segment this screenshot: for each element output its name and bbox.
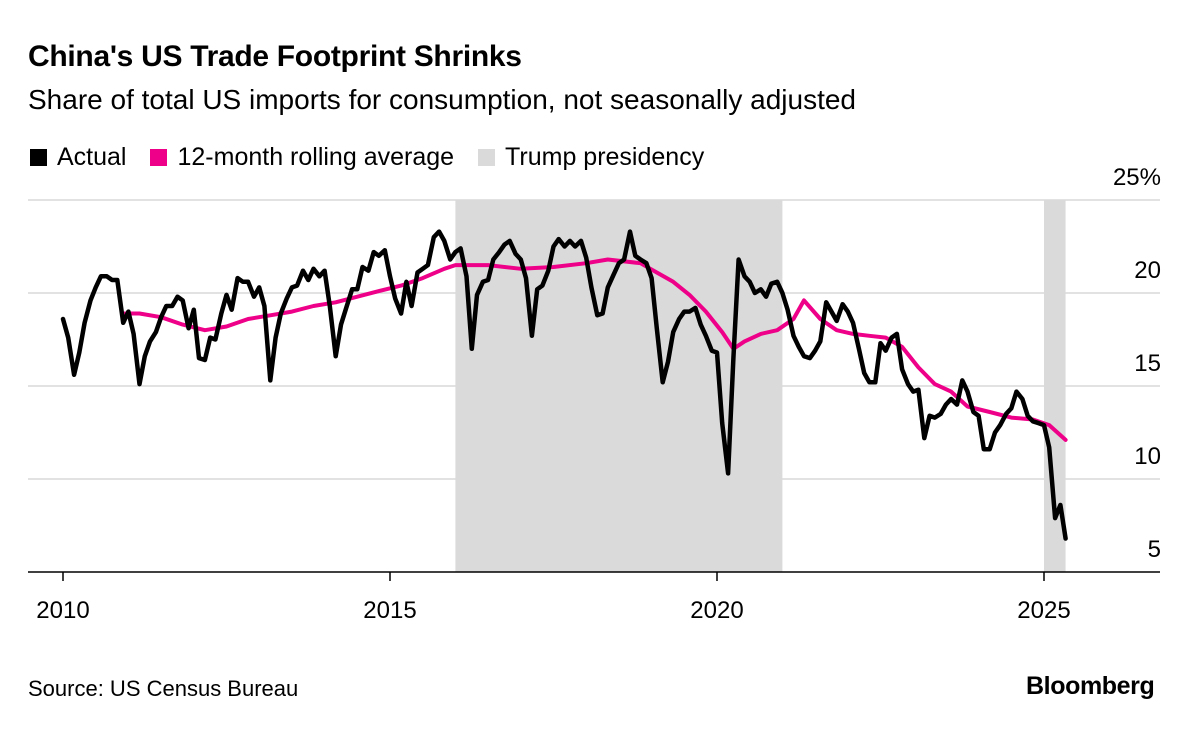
y-tick-label-25: 25% [1113, 164, 1161, 191]
legend-label-actual: Actual [57, 143, 127, 171]
bloomberg-logo: Bloomberg [1026, 672, 1155, 700]
legend-swatch-rolling-average [150, 149, 168, 166]
chart-title: China's US Trade Footprint Shrinks [28, 40, 522, 73]
legend-item-actual: Actual [30, 143, 126, 172]
legend-label-rolling-average: 12-month rolling average [177, 143, 455, 171]
y-axis-labels: 5 10 15 20 25% [1113, 164, 1161, 563]
legend-swatch-trump-presidency [478, 149, 496, 166]
legend-label-trump-presidency: Trump presidency [505, 143, 705, 171]
series-lines [60, 229, 1068, 541]
y-tick-label-15: 15 [1134, 350, 1161, 377]
legend-item-rolling-average: 12-month rolling average [150, 143, 454, 172]
series-line-12-month-rolling-average [121, 257, 1068, 442]
legend-swatch-actual [30, 149, 47, 166]
x-tick-label-2015: 2015 [363, 597, 416, 624]
x-tick-label-2020: 2020 [690, 597, 743, 624]
x-tick-label-2010: 2010 [36, 597, 89, 624]
y-tick-label-10: 10 [1134, 443, 1161, 470]
x-axis: 2010 2015 2020 2025 [28, 571, 1160, 624]
legend: Actual 12-month rolling average Trump pr… [30, 143, 728, 172]
x-tick-label-2025: 2025 [1017, 597, 1070, 624]
source-note: Source: US Census Bureau [28, 676, 299, 701]
y-tick-label-20: 20 [1134, 257, 1161, 284]
series-line-actual [60, 229, 1068, 541]
y-tick-label-5: 5 [1148, 536, 1161, 563]
legend-item-trump-presidency: Trump presidency [478, 143, 704, 172]
chart-subtitle: Share of total US imports for consumptio… [28, 84, 856, 115]
